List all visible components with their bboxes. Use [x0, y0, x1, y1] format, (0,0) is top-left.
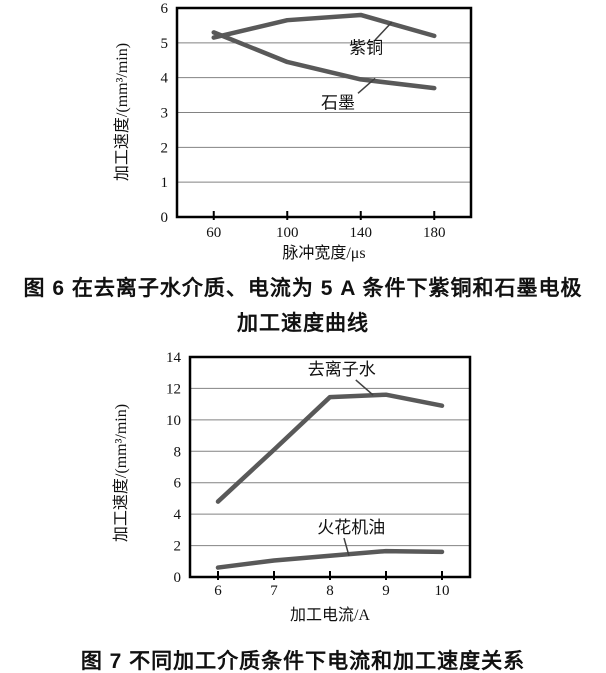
- figure6-caption-line1: 图 6 在去离子水介质、电流为 5 A 条件下紫铜和石墨电极: [23, 277, 583, 300]
- y-tick-label: 1: [161, 175, 169, 191]
- series-label: 紫铜: [349, 39, 383, 58]
- y-tick-label: 10: [166, 413, 181, 429]
- y-tick-label: 2: [174, 539, 182, 555]
- series-line-2: [215, 548, 445, 570]
- y-axis-label: 加工速度/(mm³/min): [112, 404, 130, 542]
- annotation-leader-line: [355, 379, 374, 396]
- x-tick-label: 60: [206, 225, 221, 241]
- y-tick-label: 6: [174, 476, 182, 492]
- figure7-caption: 图 7 不同加工介质条件下电流和加工速度关系: [0, 644, 606, 673]
- annotation-leader-line: [343, 537, 350, 557]
- series-line-2: [211, 30, 437, 91]
- annotation-leader-line: [374, 21, 393, 41]
- y-tick-label: 6: [161, 1, 169, 17]
- y-tick-label: 14: [166, 350, 182, 366]
- y-tick-label: 12: [166, 381, 181, 397]
- series-label: 石墨: [321, 94, 355, 113]
- y-tick-label: 3: [161, 106, 169, 122]
- y-tick-label: 4: [174, 507, 182, 523]
- series-line-1: [211, 12, 437, 40]
- figure7-chart: 6 7 8 9 10 0 2 4 6 8 10 12 14 加工电流/A 加工速度/(mm³/min) 去离子…: [112, 350, 472, 624]
- figure6-caption: 图 6 在去离子水介质、电流为 5 A 条件下紫铜和石墨电极 加工速度曲线: [0, 271, 606, 341]
- x-tick-label: 100: [276, 225, 299, 241]
- y-tick-label: 0: [174, 570, 182, 586]
- series-label: 去离子水: [308, 360, 376, 379]
- x-axis-label: 脉冲宽度/μs: [282, 244, 365, 262]
- x-tick-label: 180: [423, 225, 446, 241]
- series-label: 火花机油: [317, 518, 385, 537]
- y-tick-label: 2: [161, 140, 169, 156]
- annotation-leader-line: [357, 77, 376, 94]
- x-tick-label: 8: [326, 583, 334, 599]
- figure6-caption-line2: 加工速度曲线: [237, 312, 369, 335]
- x-axis-label: 加工电流/A: [290, 606, 370, 624]
- series-line-1: [215, 392, 445, 504]
- plot-border: [175, 6, 473, 219]
- x-tick-label: 7: [270, 583, 278, 599]
- figure6-chart: 60 100 140 180 0 1 2 3 4 5 6 脉冲宽度/μs 加工速度/(mm³/min) 紫…: [113, 1, 473, 262]
- x-tick-label: 6: [214, 583, 222, 599]
- y-tick-label: 0: [161, 210, 169, 226]
- x-tick-label: 140: [350, 225, 373, 241]
- figure7-caption-line: 图 7 不同加工介质条件下电流和加工速度关系: [80, 650, 526, 673]
- y-axis-label: 加工速度/(mm³/min): [113, 43, 131, 181]
- plot-border: [188, 355, 472, 579]
- y-tick-label: 4: [161, 71, 169, 87]
- x-tick-label: 9: [382, 583, 390, 599]
- y-tick-label: 5: [161, 36, 169, 52]
- x-tick-label: 10: [435, 583, 450, 599]
- y-tick-label: 8: [174, 444, 182, 460]
